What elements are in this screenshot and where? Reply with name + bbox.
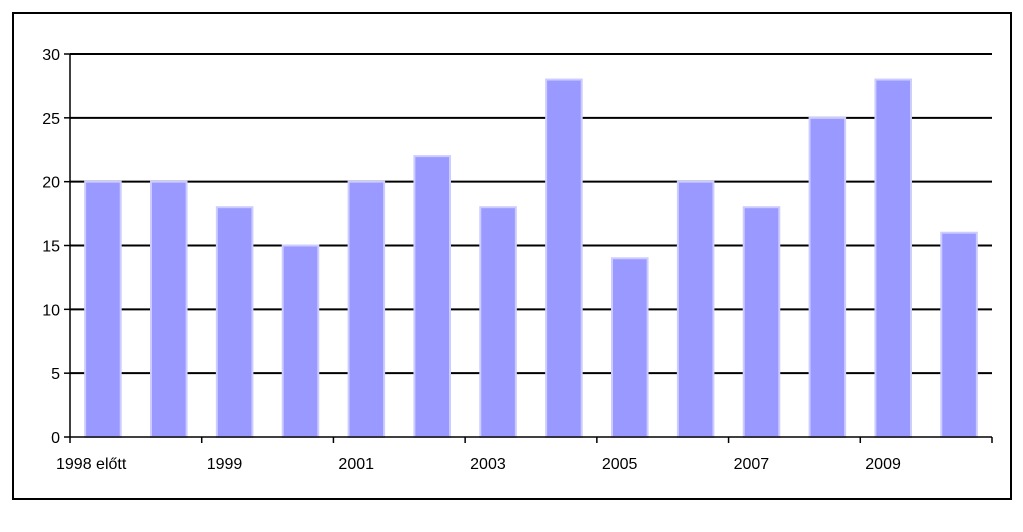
bars bbox=[84, 78, 978, 439]
x-tick-label: 2005 bbox=[602, 456, 638, 473]
y-tick-label: 25 bbox=[42, 111, 60, 128]
bar bbox=[676, 180, 715, 438]
y-tick-label: 5 bbox=[51, 366, 60, 383]
bar bbox=[611, 257, 649, 438]
bar bbox=[479, 206, 517, 438]
y-tick-label: 0 bbox=[51, 430, 60, 447]
bar bbox=[545, 78, 583, 439]
bar bbox=[150, 180, 188, 438]
bar-chart: 0 5 10 15 20 25 30 1998 előtt 1999 2001 2003 2005 20… bbox=[42, 47, 993, 473]
bar bbox=[84, 180, 122, 438]
y-tick-label: 20 bbox=[42, 175, 60, 192]
x-tick-label: 2001 bbox=[338, 456, 374, 473]
x-tick-label: 2007 bbox=[734, 456, 770, 473]
bar bbox=[347, 180, 386, 438]
y-tick-label: 15 bbox=[42, 239, 60, 256]
bar bbox=[215, 206, 254, 438]
tick-labels: 0 5 10 15 20 25 30 1998 előtt 1999 2001 2003 2005 20… bbox=[42, 47, 901, 473]
bar bbox=[940, 231, 978, 438]
axes bbox=[64, 53, 993, 443]
bar bbox=[808, 116, 847, 438]
x-tick-label: 2003 bbox=[470, 456, 506, 473]
gridlines bbox=[70, 53, 992, 375]
y-tick-label: 10 bbox=[42, 302, 60, 319]
bar bbox=[874, 78, 912, 439]
x-tick-label: 2009 bbox=[865, 456, 901, 473]
y-tick-label: 30 bbox=[42, 47, 60, 64]
bar bbox=[742, 206, 781, 438]
bar bbox=[413, 155, 451, 438]
x-tick-label: 1998 előtt bbox=[56, 456, 127, 473]
bar bbox=[281, 244, 320, 438]
chart-frame: 0 5 10 15 20 25 30 1998 előtt 1999 2001 2003 2005 20… bbox=[12, 12, 1012, 500]
x-tick-label: 1999 bbox=[207, 456, 243, 473]
